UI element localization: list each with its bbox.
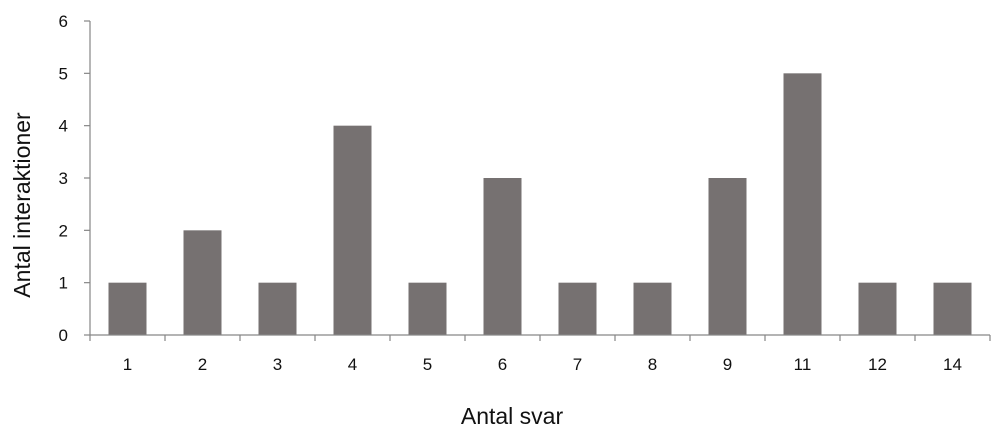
- bar-9: [708, 178, 747, 335]
- x-tick-label: 5: [423, 355, 432, 374]
- x-tick-label: 14: [943, 355, 962, 374]
- x-tick-label: 1: [123, 355, 132, 374]
- x-tick-label: 2: [198, 355, 207, 374]
- y-tick-label: 2: [59, 221, 68, 240]
- axes-group: [89, 21, 990, 336]
- x-tick-label: 11: [794, 355, 812, 374]
- y-tick-label: 1: [59, 274, 68, 293]
- bar-8: [633, 282, 672, 335]
- x-axis-title: Antal svar: [461, 403, 564, 429]
- x-tick-label: 8: [648, 355, 657, 374]
- bar-11: [783, 73, 822, 335]
- bar-1: [108, 282, 147, 335]
- y-tick-label: 5: [59, 64, 68, 83]
- x-tick-label: 7: [573, 355, 582, 374]
- x-tick-label: 12: [868, 355, 887, 374]
- bar-12: [858, 282, 897, 335]
- x-tick-label: 9: [723, 355, 732, 374]
- y-axis-title: Antal interaktioner: [9, 112, 35, 298]
- y-tick-label: 0: [59, 326, 68, 345]
- bar-5: [408, 282, 447, 335]
- bar-3: [258, 282, 297, 335]
- bar-7: [558, 282, 597, 335]
- bar-4: [333, 125, 372, 335]
- x-tick-label: 4: [348, 355, 357, 374]
- y-tick-label: 4: [59, 117, 68, 136]
- bars-group: [108, 73, 972, 335]
- x-tick-label: 3: [273, 355, 282, 374]
- x-tick-label: 6: [498, 355, 507, 374]
- bar-6: [483, 178, 522, 335]
- y-tick-label: 3: [59, 169, 68, 188]
- bar-14: [933, 282, 972, 335]
- y-tick-label: 6: [59, 12, 68, 31]
- bar-2: [183, 230, 222, 335]
